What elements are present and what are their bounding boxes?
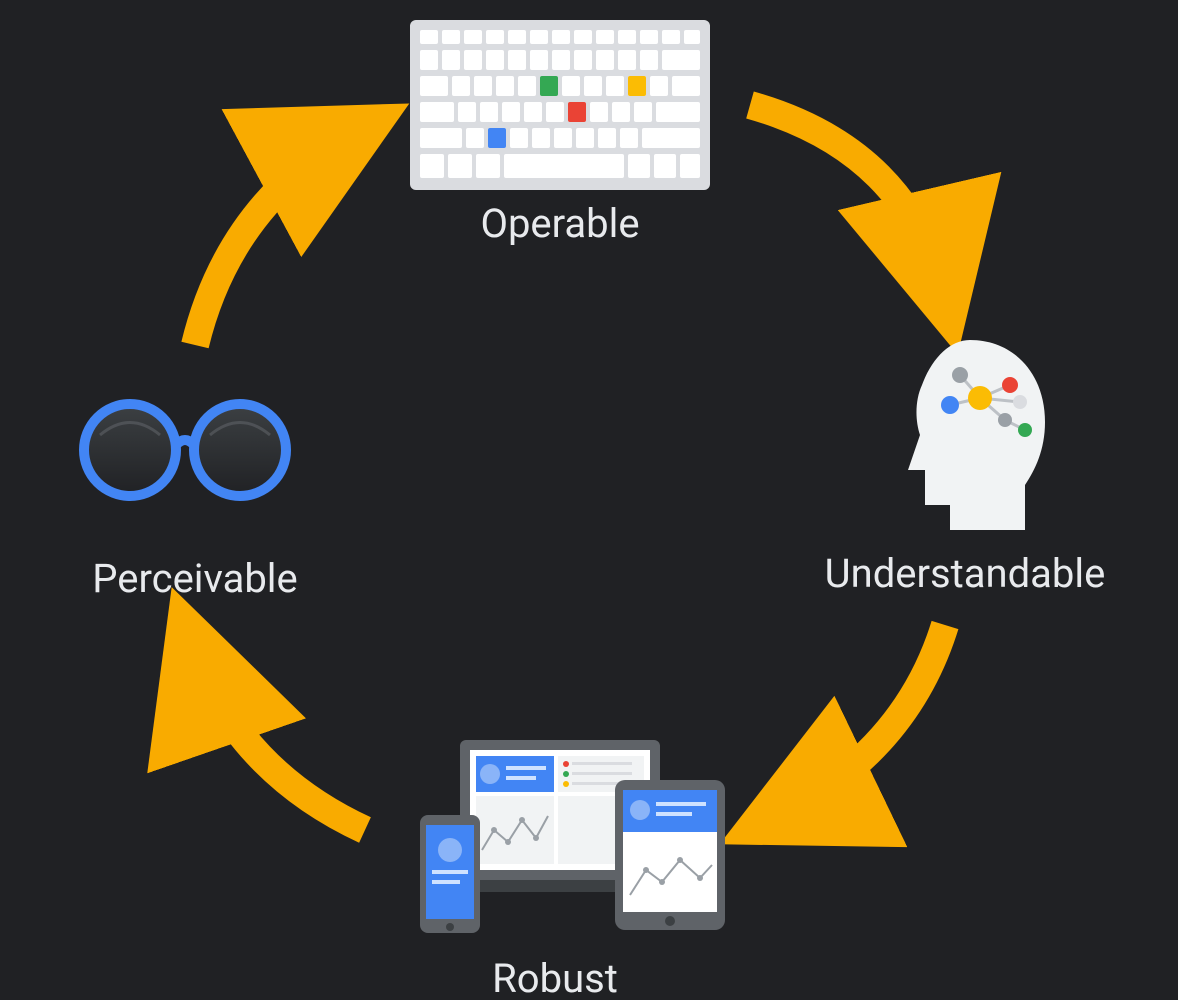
glasses-icon — [70, 390, 300, 510]
operable-label: Operable — [480, 200, 639, 247]
understandable-label: Understandable — [825, 550, 1106, 597]
arrow-robust-to-perceivable — [190, 640, 365, 830]
robust-label: Robust — [492, 955, 618, 1000]
arrow-operable-to-understandable — [750, 105, 945, 300]
devices-icon — [390, 720, 730, 950]
perceivable-label: Perceivable — [92, 555, 298, 602]
head-icon — [860, 330, 1060, 540]
arrow-understandable-to-robust — [770, 625, 945, 820]
arrow-perceivable-to-operable — [195, 130, 360, 345]
keyboard-icon — [410, 20, 710, 190]
cycle-diagram: Operable Understandable — [0, 0, 1178, 1000]
